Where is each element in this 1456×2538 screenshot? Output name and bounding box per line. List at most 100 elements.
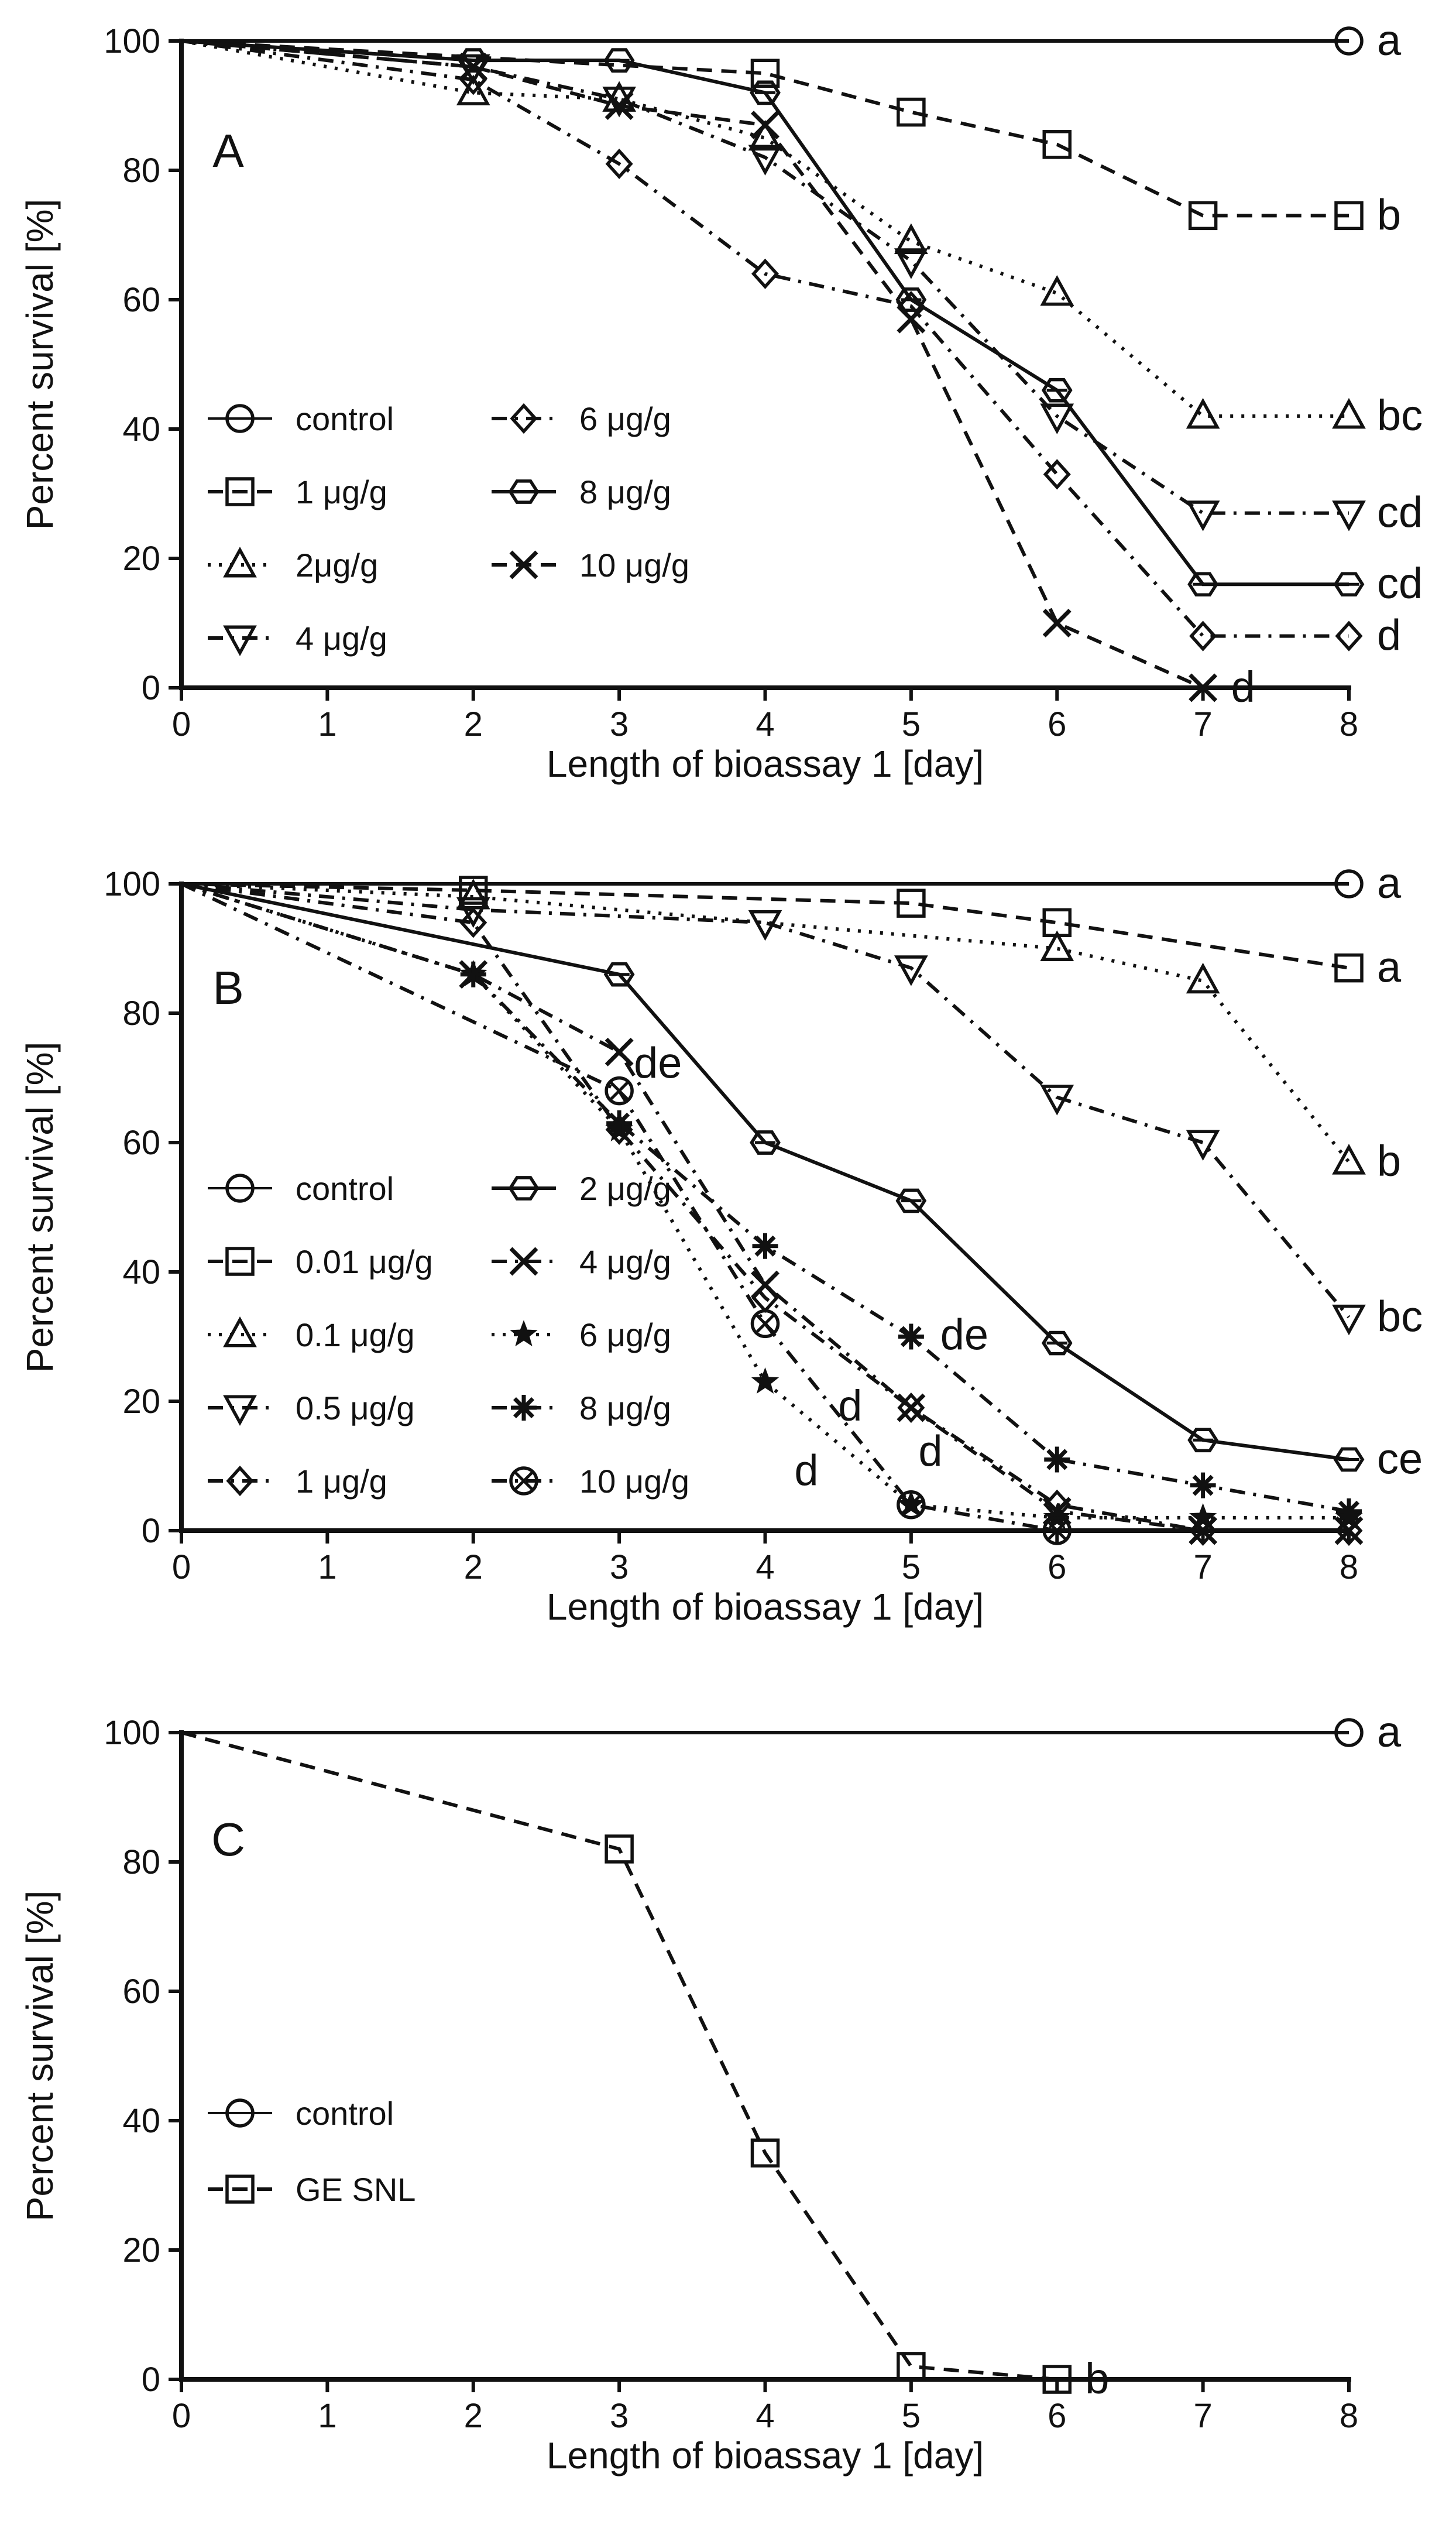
x-axis-title: Length of bioassay 1 [day] bbox=[547, 2434, 984, 2477]
x-tick-label: 8 bbox=[1340, 1548, 1358, 1586]
marker-circle-x-ring bbox=[605, 1076, 634, 1106]
data-point: 4 μg/g: 19% bbox=[897, 1393, 926, 1422]
x-axis-title: Length of bioassay 1 [day] bbox=[547, 1586, 984, 1628]
marker-hexagon bbox=[1041, 378, 1073, 403]
legend-item: control bbox=[208, 1170, 394, 1207]
annotation-label: de bbox=[634, 1039, 682, 1088]
significance-label: b bbox=[1377, 1137, 1401, 1185]
data-point: 6 μg/g: 33% bbox=[1043, 459, 1071, 490]
x-tick-label: 7 bbox=[1193, 2397, 1212, 2435]
x-tick-label: 7 bbox=[1193, 705, 1212, 743]
series-0: control: 100% a bbox=[181, 1707, 1402, 1756]
panel-label: C bbox=[211, 1813, 245, 1865]
data-point: 10 μg/g: 96% bbox=[459, 52, 488, 81]
marker-hexagon bbox=[750, 1130, 781, 1155]
marker-triangle-down bbox=[894, 955, 928, 986]
x-tick-label: 4 bbox=[756, 2397, 774, 2435]
legend-swatch-marker bbox=[509, 1466, 538, 1496]
marker-x-b bbox=[509, 1247, 538, 1276]
marker-circle bbox=[1334, 869, 1364, 898]
legend-label: control bbox=[296, 1170, 394, 1207]
significance-label: ce bbox=[1377, 1434, 1423, 1483]
marker-x-b bbox=[1042, 609, 1072, 637]
data-point: 8 μg/g: 44% bbox=[752, 1233, 778, 1259]
data-point: 10 μg/g: 0% bbox=[1042, 1516, 1072, 1545]
data-point: 8 μg/g: 63% bbox=[606, 1110, 633, 1136]
series-line bbox=[181, 1731, 1057, 2381]
data-point: 0.1 μg/g: 90% bbox=[1040, 930, 1074, 961]
data-point: 8 μg/g: 16% bbox=[1187, 572, 1218, 597]
legend-swatch-marker bbox=[510, 1320, 538, 1347]
data-point: 0.5 μg/g: 96% bbox=[456, 897, 490, 928]
data-point: 6 μg/g: 23% bbox=[751, 1367, 779, 1394]
legend-item: 1 μg/g bbox=[208, 1463, 387, 1500]
legend-label: control bbox=[296, 2095, 394, 2132]
marker-square bbox=[750, 2138, 780, 2167]
marker-circle-x-b bbox=[755, 1313, 775, 1334]
legend-label: 2 μg/g bbox=[579, 1170, 671, 1207]
marker-triangle-up bbox=[1040, 930, 1074, 961]
data-point: 0.1 μg/g: 57% bbox=[1332, 1144, 1366, 1175]
series-2: 2μg/g: 92%2μg/g: 91%2μg/g: 85%2μg/g: 69%… bbox=[181, 39, 1423, 440]
x-tick-label: 6 bbox=[1048, 1548, 1066, 1586]
legend-swatch-marker bbox=[225, 1247, 255, 1276]
marker-square bbox=[225, 2175, 255, 2204]
marker-hexagon bbox=[603, 962, 635, 987]
y-axis-title: Percent survival [%] bbox=[19, 1042, 61, 1373]
marker-square bbox=[605, 1834, 634, 1864]
marker-triangle-down bbox=[1332, 500, 1366, 531]
data-point: GE SNL: 0% bbox=[1042, 2365, 1072, 2394]
marker-square bbox=[459, 876, 488, 905]
legend-item: control bbox=[208, 2095, 394, 2132]
legend-item: 4 μg/g bbox=[492, 1243, 671, 1280]
legend-swatch-marker bbox=[225, 404, 255, 433]
marker-asterisk-arm bbox=[1338, 1500, 1360, 1522]
marker-diamond bbox=[1335, 620, 1363, 651]
data-point: control: 100% bbox=[1334, 1718, 1364, 1747]
legend-item: 8 μg/g bbox=[492, 474, 671, 510]
significance-label: d bbox=[1377, 611, 1401, 660]
marker-square bbox=[1334, 953, 1364, 983]
x-tick-label: 2 bbox=[464, 705, 483, 743]
data-point: 2 μg/g: 86% bbox=[603, 962, 635, 987]
x-tick-label: 2 bbox=[464, 2397, 483, 2435]
legend-swatch-marker bbox=[509, 550, 538, 579]
marker-triangle-up bbox=[1186, 397, 1220, 429]
series-line bbox=[181, 882, 1349, 1532]
significance-label: cd bbox=[1377, 559, 1423, 608]
marker-star bbox=[1189, 1503, 1217, 1530]
data-point: 0.5 μg/g: 67% bbox=[1040, 1085, 1074, 1116]
legend-item: 4 μg/g bbox=[208, 620, 387, 657]
x-tick-label: 0 bbox=[172, 705, 191, 743]
data-point: 6 μg/g: 2% bbox=[1189, 1503, 1217, 1530]
legend-swatch-marker bbox=[226, 1465, 254, 1497]
legend: control 0.01 μg/g 0.1 μg/g 0.5 μg/g 1 μg/g 2 … bbox=[208, 1170, 689, 1500]
marker-hexagon bbox=[508, 479, 540, 504]
marker-hexagon bbox=[895, 1188, 927, 1213]
marker-x-b bbox=[897, 1393, 926, 1422]
y-tick-label: 60 bbox=[122, 1973, 160, 2011]
marker-circle-x-ring bbox=[750, 1309, 780, 1339]
data-point: 0.5 μg/g: 33% bbox=[1332, 1304, 1366, 1336]
marker-square bbox=[897, 889, 926, 918]
significance-label: a bbox=[1377, 1707, 1402, 1756]
data-point: 4 μg/g: 74% bbox=[605, 1037, 634, 1066]
legend-swatch-marker bbox=[511, 1395, 537, 1421]
marker-diamond bbox=[751, 258, 779, 289]
series-0: control: 100% a bbox=[181, 859, 1402, 907]
data-point: 10 μg/g: 32% bbox=[750, 1309, 780, 1339]
marker-diamond bbox=[1043, 459, 1071, 490]
marker-diamond bbox=[1335, 1515, 1363, 1546]
data-point: 10 μg/g: 10% bbox=[1042, 609, 1072, 637]
marker-x-b bbox=[751, 1270, 779, 1299]
x-tick-label: 5 bbox=[902, 705, 921, 743]
marker-circle-x-b bbox=[1047, 1520, 1067, 1541]
legend-label: 4 μg/g bbox=[296, 620, 387, 657]
legend-swatch-marker bbox=[223, 546, 257, 578]
data-point: 0.01 μg/g: 87% bbox=[1334, 953, 1364, 983]
marker-asterisk-arm bbox=[513, 1397, 535, 1419]
x-tick-label: 7 bbox=[1193, 1548, 1212, 1586]
x-tick-label: 8 bbox=[1340, 705, 1358, 743]
